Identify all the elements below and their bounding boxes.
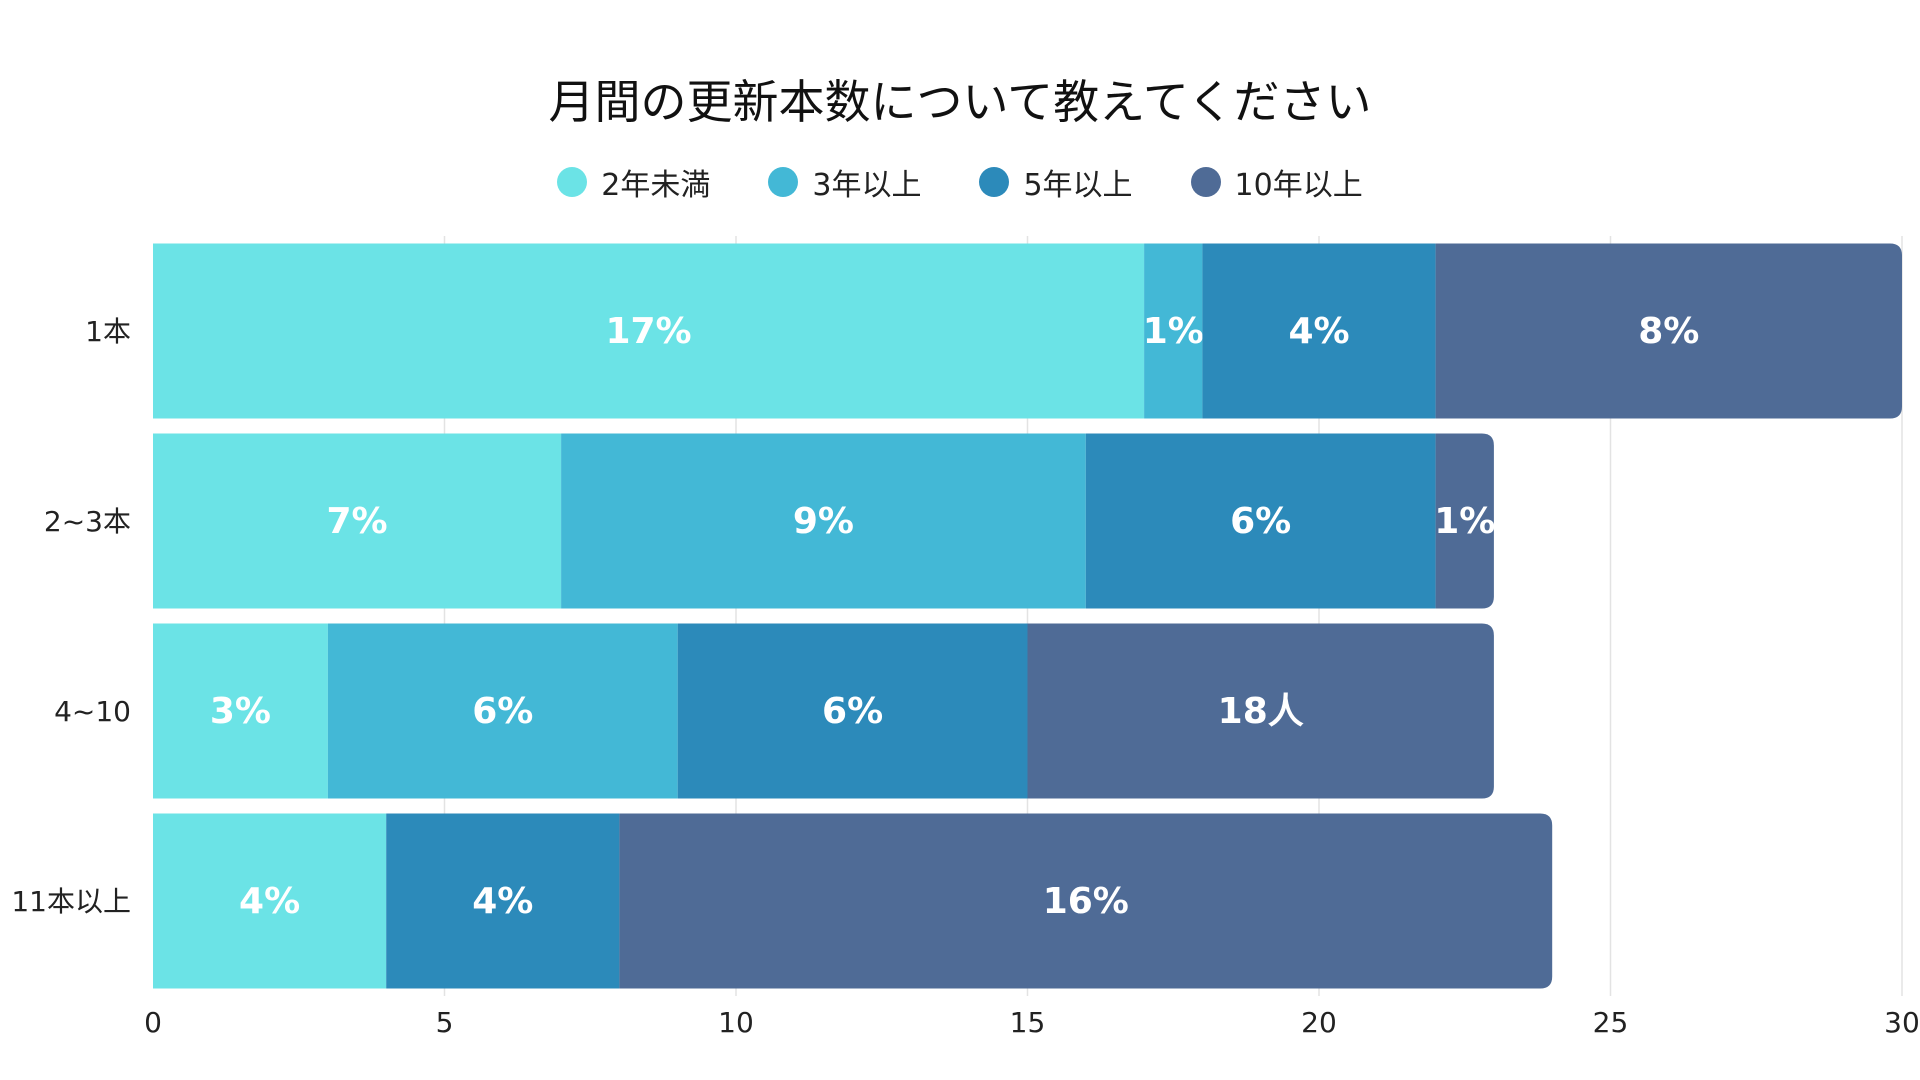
bar-segment [153, 813, 387, 989]
x-tick-label: 20 [1301, 1006, 1337, 1039]
category-label: 1本 [85, 315, 131, 348]
data-label: 6% [1230, 501, 1291, 542]
data-label: 6% [472, 691, 533, 732]
legend-item: 2年未満 [557, 160, 710, 204]
data-label: 4% [239, 881, 300, 922]
data-label: 1% [1143, 311, 1204, 352]
bar-segment [1435, 243, 1902, 419]
category-label: 11本以上 [11, 885, 131, 918]
x-tick-label: 10 [718, 1006, 754, 1039]
legend: 2年未満 3年以上 5年以上 10年以上 [0, 160, 1920, 204]
bar-segment [1435, 433, 1494, 609]
chart-title: 月間の更新本数について教えてください [548, 75, 1372, 129]
data-label: 6% [822, 691, 883, 732]
x-tick-label: 0 [144, 1006, 162, 1039]
bar-segment [327, 623, 678, 799]
data-label: 17% [605, 311, 691, 352]
bar-segment [619, 813, 1553, 989]
legend-label: 10年以上 [1234, 168, 1363, 203]
x-tick-label: 15 [1010, 1006, 1046, 1039]
legend-label: 3年以上 [812, 168, 922, 203]
data-label: 4% [472, 881, 533, 922]
data-label: 8% [1638, 311, 1699, 352]
bar-segment [153, 243, 1145, 419]
data-label: 4% [1288, 311, 1349, 352]
legend-label: 2年未満 [601, 168, 711, 203]
data-label: 18人 [1218, 691, 1304, 732]
category-label: 4~10 [54, 695, 131, 728]
bar-segment [153, 433, 562, 609]
legend-swatch [979, 167, 1010, 197]
bar-segment [1144, 243, 1203, 419]
category-label: 2~3本 [44, 505, 131, 538]
data-label: 3% [210, 691, 271, 732]
bar-segment [153, 623, 328, 799]
x-tick-label: 25 [1593, 1006, 1629, 1039]
bar-segment [1027, 623, 1494, 799]
x-tick-label: 5 [436, 1006, 454, 1039]
data-label: 16% [1043, 881, 1129, 922]
bar-segment [1085, 433, 1436, 609]
data-label: 9% [793, 501, 854, 542]
legend-item: 5年以上 [979, 160, 1133, 204]
bar-segment [677, 623, 1028, 799]
legend-item: 3年以上 [768, 160, 921, 204]
data-label: 7% [326, 501, 387, 542]
legend-label: 5年以上 [1023, 168, 1133, 203]
legend-swatch [768, 167, 799, 197]
bar-segment [561, 433, 1086, 609]
data-label: 1% [1434, 501, 1495, 542]
legend-swatch [1190, 167, 1221, 197]
legend-item: 10年以上 [1190, 160, 1363, 204]
legend-swatch [557, 167, 588, 197]
bar-segment [386, 813, 620, 989]
bar-segment [1202, 243, 1436, 419]
x-tick-label: 30 [1884, 1006, 1920, 1039]
